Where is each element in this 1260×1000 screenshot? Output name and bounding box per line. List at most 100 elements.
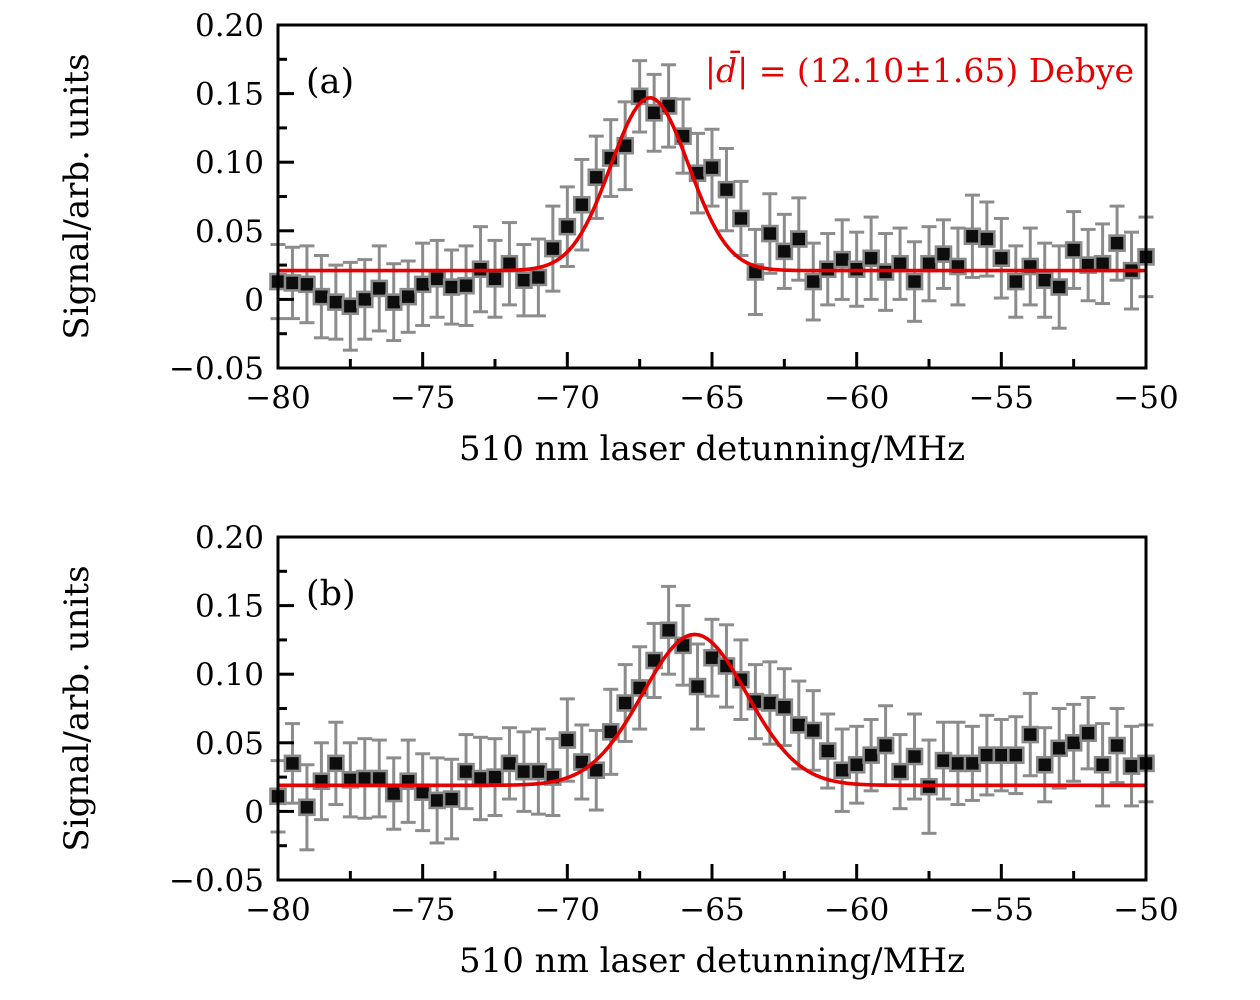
data-point — [341, 297, 360, 316]
x-tick-label: −55 — [969, 380, 1034, 416]
axes-frame — [276, 535, 1148, 882]
data-point — [703, 648, 721, 667]
data-point — [1064, 241, 1083, 259]
data-point — [1035, 755, 1054, 774]
data-point — [515, 271, 533, 289]
y-tick-label: −0.05 — [169, 863, 264, 899]
data-point — [732, 209, 750, 228]
y-axis-ticks: 0.20 0.15 0.10 0.05 0 −0.05 — [169, 520, 294, 899]
data-point — [1122, 757, 1141, 775]
data-point — [442, 790, 461, 808]
data-point — [457, 276, 475, 295]
data-point — [486, 270, 504, 288]
x-axis-title: 510 nm laser detunning/MHz — [459, 941, 965, 981]
y-axis-ticks: 0.20 0.15 0.10 0.05 0 −0.05 — [169, 8, 294, 387]
x-tick-label: −70 — [535, 892, 600, 928]
data-point — [688, 677, 707, 696]
data-point — [558, 217, 577, 236]
x-tick-label: −50 — [1113, 892, 1178, 928]
data-point — [775, 698, 794, 716]
data-point — [978, 746, 996, 764]
error-bars — [270, 584, 1154, 852]
data-point — [804, 272, 823, 291]
data-point — [283, 754, 302, 773]
y-tick-label: 0 — [244, 282, 264, 318]
data-point — [312, 287, 331, 306]
data-point — [833, 250, 852, 269]
x-tick-label: −65 — [679, 380, 744, 416]
y-tick-label: 0.10 — [195, 145, 264, 181]
data-point — [515, 762, 533, 781]
y-tick-label: 0.05 — [195, 726, 264, 762]
x-axis-ticks: −80 −75 −70 −65 −60 −55 −50 — [245, 864, 1179, 928]
data-point — [587, 168, 606, 187]
data-point — [833, 761, 852, 780]
data-point — [1006, 746, 1025, 764]
data-point — [327, 293, 345, 311]
y-tick-label: 0.05 — [195, 214, 264, 250]
data-point — [789, 230, 808, 248]
data-point — [1064, 733, 1083, 752]
data-point — [847, 755, 866, 774]
data-point — [1035, 271, 1054, 289]
x-tick-label: −55 — [969, 892, 1034, 928]
data-point — [862, 746, 880, 764]
data-point — [761, 224, 779, 243]
data-point — [500, 754, 519, 773]
x-tick-label: −75 — [390, 380, 455, 416]
data-point — [370, 279, 389, 298]
data-point — [529, 762, 548, 781]
data-point — [703, 158, 721, 177]
data-point — [645, 104, 663, 122]
data-point — [457, 762, 475, 781]
y-axis-title: Signal/arb. units — [57, 53, 97, 339]
gaussian-fit-curve — [278, 96, 1146, 273]
data-point — [905, 747, 924, 766]
data-point — [572, 195, 591, 214]
panel-b: −80 −75 −70 −65 −60 −55 −50 0.20 0.15 0.10 0.05 0 −0… — [57, 520, 1179, 981]
x-axis-title: 510 nm laser detunning/MHz — [459, 429, 965, 469]
x-tick-label: −75 — [390, 892, 455, 928]
data-point — [544, 239, 562, 258]
data-point — [876, 736, 895, 755]
data-point — [384, 784, 403, 803]
data-point — [428, 791, 446, 810]
data-point — [862, 249, 880, 268]
data-point — [1108, 234, 1126, 252]
gaussian-fit-curve — [278, 632, 1146, 788]
data-point — [413, 275, 432, 294]
data-point — [327, 754, 345, 773]
data-point — [659, 621, 678, 640]
y-tick-label: 0.10 — [195, 657, 264, 693]
data-point — [1093, 755, 1112, 774]
data-point — [1050, 739, 1068, 758]
data-point — [399, 287, 418, 306]
data-point — [905, 272, 924, 291]
data-point — [775, 242, 794, 261]
x-tick-label: −80 — [245, 892, 310, 928]
data-point — [818, 742, 837, 760]
data-point — [1079, 724, 1097, 742]
data-point — [963, 754, 982, 773]
data-point — [1108, 736, 1126, 755]
y-tick-label: 0.20 — [195, 520, 264, 556]
data-point — [529, 268, 548, 287]
data-point — [934, 245, 953, 263]
data-point — [1050, 278, 1068, 296]
data-point — [355, 290, 374, 309]
x-tick-label: −50 — [1113, 380, 1178, 416]
panel-a: −80 −75 −70 −65 −60 −55 −50 0.20 0.15 0.10 0.05 0 −0… — [57, 8, 1179, 469]
y-tick-label: 0.15 — [195, 589, 264, 625]
data-point — [804, 721, 823, 740]
data-point — [789, 716, 808, 734]
data-point — [283, 274, 302, 292]
data-point — [428, 270, 446, 288]
data-point — [963, 227, 982, 246]
data-point — [978, 230, 996, 248]
y-tick-label: 0 — [244, 794, 264, 830]
x-tick-label: −80 — [245, 380, 310, 416]
x-tick-label: −65 — [679, 892, 744, 928]
data-point — [587, 761, 606, 780]
